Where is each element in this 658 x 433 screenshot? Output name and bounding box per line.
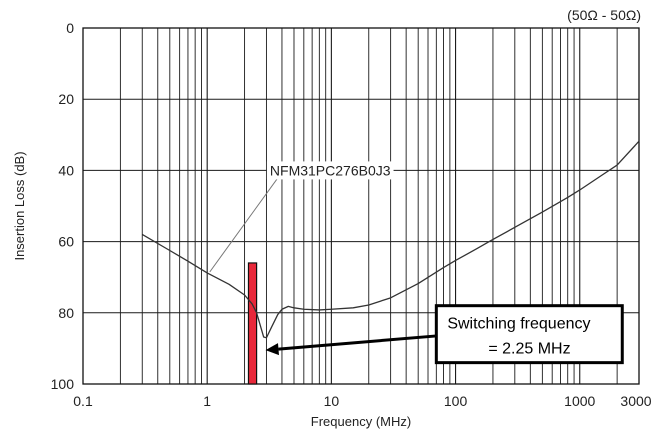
y-tick-label: 80 <box>58 305 74 321</box>
callout-arrow <box>278 334 437 351</box>
y-tick-label: 40 <box>58 162 74 178</box>
series-label-background <box>266 161 394 180</box>
series-label: NFM31PC276B0J3 <box>270 162 391 178</box>
plot-frame <box>82 27 640 385</box>
x-tick-label: 3000 <box>620 393 651 409</box>
callout-arrowhead <box>265 343 279 356</box>
switching-frequency-band <box>247 262 258 385</box>
x-tick-label: 10 <box>324 393 340 409</box>
y-tick-label: 20 <box>58 91 74 107</box>
x-tick-label: 1000 <box>564 393 595 409</box>
x-axis-title: Frequency (MHz) <box>311 414 411 429</box>
callout-text-line2: = 2.25 MHz <box>488 341 570 358</box>
callout-text-line1: Switching frequency <box>447 316 590 333</box>
series-line <box>141 140 640 339</box>
series-layer <box>141 140 640 339</box>
x-tick-label: 0.1 <box>73 393 93 409</box>
y-axis-title: Insertion Loss (dB) <box>12 151 27 260</box>
condition-note: (50Ω - 50Ω) <box>567 7 641 23</box>
callout-box <box>434 304 624 365</box>
y-tick-label: 60 <box>58 234 74 250</box>
y-tick-label: 0 <box>66 20 74 36</box>
x-tick-label: 100 <box>444 393 468 409</box>
x-tick-label: 1 <box>203 393 211 409</box>
series-label-leader-line <box>209 171 283 273</box>
y-tick-label: 100 <box>51 376 75 392</box>
